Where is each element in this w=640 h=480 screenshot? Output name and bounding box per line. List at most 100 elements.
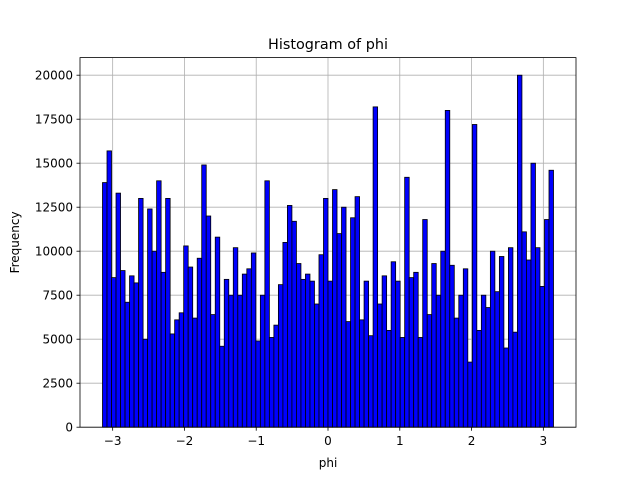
x-tick-label: 1: [396, 434, 404, 448]
histogram-bar: [544, 219, 550, 428]
histogram-bar: [192, 317, 198, 428]
histogram-bar: [372, 106, 379, 428]
x-tick-label: −3: [104, 434, 122, 448]
histogram-bar: [124, 301, 130, 428]
histogram-bar: [426, 314, 433, 428]
histogram-bar: [467, 361, 473, 428]
histogram-bar: [187, 266, 194, 428]
histogram-bar: [255, 340, 261, 428]
histogram-bar: [521, 231, 527, 428]
histogram-bar: [120, 270, 126, 428]
histogram-bar: [386, 329, 392, 428]
histogram-bar: [268, 337, 275, 428]
histogram-bar: [526, 259, 532, 428]
x-axis-label: phi: [319, 456, 338, 470]
histogram-bar: [381, 275, 388, 428]
histogram-bar: [458, 294, 464, 428]
histogram-bar: [300, 278, 306, 428]
y-tick-label: 0: [65, 421, 73, 435]
y-tick-label: 7500: [42, 289, 73, 303]
histogram-bar: [476, 329, 482, 428]
histogram-bar: [535, 247, 541, 428]
histogram-bar: [296, 263, 302, 428]
histogram-bar: [417, 337, 424, 428]
histogram-bar: [138, 197, 144, 428]
histogram-bar: [327, 280, 333, 428]
x-tick-label: 2: [468, 434, 476, 448]
histogram-bar: [498, 256, 505, 428]
histogram-bar: [485, 307, 491, 428]
y-tick-label: 15000: [35, 157, 73, 171]
histogram-bar: [156, 180, 162, 428]
histogram-bars: [102, 74, 554, 428]
histogram-bar: [241, 273, 248, 428]
histogram-bar: [548, 169, 554, 428]
histogram-bar: [368, 335, 374, 428]
histogram-bar: [287, 205, 293, 428]
histogram-bar: [246, 268, 252, 428]
histogram-bar: [314, 303, 320, 428]
histogram-bar: [449, 264, 455, 428]
histogram-bar: [444, 110, 451, 428]
histogram-bar: [408, 277, 415, 428]
histogram-bar: [305, 273, 311, 428]
histogram-bar: [453, 317, 460, 428]
histogram-bar: [291, 220, 297, 428]
histogram-bar: [517, 74, 523, 428]
histogram-bar: [318, 254, 324, 428]
histogram-bar: [111, 277, 117, 428]
histogram-bar: [196, 257, 203, 428]
histogram-bar: [214, 236, 221, 428]
histogram-bar: [142, 338, 148, 428]
histogram-bar: [345, 321, 351, 428]
histogram-bar: [539, 285, 545, 428]
histogram-bar: [332, 189, 338, 428]
histogram-bar: [259, 294, 266, 428]
histogram-bar: [350, 217, 356, 428]
y-axis-ticks: 0 2500 5000 7500 10000 12500 15000 17500 20000: [35, 69, 80, 435]
histogram-bar: [435, 294, 442, 428]
histogram-bar: [512, 331, 518, 428]
histogram-bar: [404, 176, 410, 428]
histogram-bar: [413, 271, 419, 428]
histogram-bar: [174, 319, 180, 428]
histogram-bar: [399, 337, 406, 428]
histogram-bar: [395, 280, 401, 428]
histogram-bar: [102, 182, 108, 428]
histogram-bar: [480, 294, 487, 428]
histogram-bar: [219, 345, 225, 428]
x-tick-label: 0: [324, 434, 332, 448]
histogram-bar: [165, 197, 171, 428]
histogram-bar: [377, 303, 383, 428]
histogram-bar: [205, 215, 212, 428]
histogram-bar: [277, 284, 284, 428]
histogram-bar: [210, 314, 216, 428]
histogram-bar: [530, 162, 536, 428]
histogram-bar: [250, 252, 257, 428]
histogram-bar: [160, 271, 167, 428]
histogram-bar: [390, 261, 397, 428]
histogram-bar: [323, 197, 329, 428]
x-axis-ticks: −3 −2 −1 0 1 2 3: [104, 427, 547, 448]
histogram-bar: [354, 196, 360, 428]
x-tick-label: −2: [176, 434, 194, 448]
y-tick-label: 5000: [42, 333, 73, 347]
histogram-bar: [133, 282, 139, 428]
histogram-bar: [151, 250, 158, 428]
histogram-bar: [440, 250, 446, 428]
histogram-bar: [129, 275, 135, 428]
y-tick-label: 2500: [42, 377, 73, 391]
histogram-bar: [422, 219, 428, 428]
histogram-bar: [147, 208, 153, 428]
histogram-bar: [363, 280, 369, 428]
histogram-bar: [201, 164, 207, 428]
histogram-bar: [223, 278, 230, 428]
histogram-bar: [489, 250, 496, 428]
histogram-bar: [264, 180, 270, 428]
histogram-bar: [106, 150, 112, 428]
y-tick-label: 12500: [35, 201, 73, 215]
histogram-bar: [228, 294, 234, 428]
x-tick-label: −1: [247, 434, 265, 448]
y-tick-label: 20000: [35, 69, 73, 83]
